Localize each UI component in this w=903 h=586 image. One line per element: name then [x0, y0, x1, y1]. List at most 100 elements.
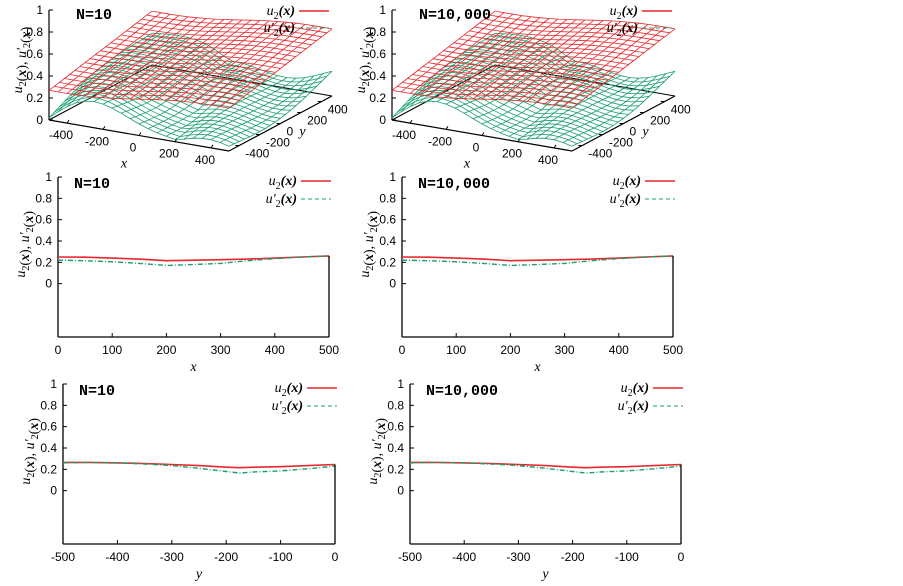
z-tick-label: 0 [379, 113, 386, 127]
x-axis-title: x [120, 157, 128, 172]
y-axis-label-part: 2 [18, 81, 29, 86]
y-tick-label: 0.2 [387, 462, 404, 476]
surface-u2-gridline [571, 28, 676, 109]
y-axis-label-part: x [19, 31, 34, 39]
surface-u2-prime-gridline [201, 77, 306, 139]
y-axis-label-part: x [27, 423, 42, 431]
y-axis-label-part: ) [27, 418, 42, 423]
y-axis-label-part: u' [18, 231, 33, 242]
y-axis-label-part: x [15, 70, 30, 78]
y-axis-label-part: ( [15, 76, 30, 81]
n-annotation: N=10,000 [426, 383, 498, 400]
x-tick-label: 200 [159, 147, 179, 161]
y-axis-label-part: 2 [361, 81, 372, 86]
surface-u2-prime-gridline [136, 42, 317, 91]
y-tick-label: 1 [50, 377, 57, 391]
surface-u2-prime-gridline [453, 58, 634, 111]
y-axis-label-part: u [354, 86, 369, 93]
x-tick-label: -400 [452, 550, 476, 564]
x-axis-title: x [533, 360, 541, 375]
series-line-u2 [401, 255, 674, 262]
x-tick [66, 119, 70, 124]
legend-u2-label: u2(x) [610, 4, 638, 22]
legend-u2-prime-label-end: (x) [625, 192, 641, 207]
legend-u2-label: u2(x) [267, 4, 295, 22]
y-axis-label-part: 2 [365, 266, 376, 271]
y-axis-label-part: x [22, 216, 37, 224]
legend-u2-prime-label-main: u' [610, 192, 621, 207]
legend-u2-prime-label-sub: 2 [620, 199, 625, 210]
y-axis-label: u2(x), u'2(x) [358, 211, 381, 278]
y-axis-label: u2(x), u'2(x) [354, 26, 377, 93]
y-axis-label-part: ( [22, 222, 37, 227]
surface-u2-gridline [562, 26, 667, 107]
surface-u2-prime-gridline [535, 77, 640, 139]
surface-u2-gridline [105, 46, 286, 65]
y-tick-label: 0 [50, 484, 57, 498]
x-tick-label: 500 [663, 343, 683, 357]
y-axis-label-part: ( [358, 76, 373, 81]
surface-u2-gridline [490, 19, 595, 100]
y-tick-label: 0.4 [40, 441, 57, 455]
y-axis-label-part: x [366, 216, 381, 224]
y-axis-label-part: ), [18, 242, 33, 254]
n-annotation: N=10 [79, 383, 115, 400]
legend-u2-prime-label-sub: 2 [282, 406, 287, 417]
series-line-u2-prime [409, 461, 682, 474]
legend-u2-label-main: u [621, 381, 628, 396]
legend-u2-prime-label-sub: 2 [617, 28, 622, 39]
x-tick-label: 400 [195, 153, 215, 167]
surface-u2-gridline [228, 28, 333, 109]
surface-u2-gridline [115, 38, 296, 57]
legend-u2-prime-label-main: u' [618, 399, 629, 414]
y-axis-label-part: 2 [369, 227, 380, 232]
y-axis-label-part: ) [366, 211, 381, 216]
y-axis-label-part: ) [22, 211, 37, 216]
y-tick-label: 0 [630, 125, 637, 139]
y-axis-label-part: u' [358, 47, 373, 58]
x-tick-label: 300 [211, 343, 231, 357]
y-axis-label-part: u' [362, 231, 377, 242]
x-tick-label: -100 [615, 550, 639, 564]
x-tick-label: -400 [49, 128, 73, 142]
surface-u2-gridline [479, 22, 660, 42]
x-tick [138, 132, 142, 136]
n-annotation: N=10,000 [418, 176, 490, 193]
surface-u2-gridline [151, 10, 333, 30]
surface-u2-gridline [192, 22, 297, 103]
plot-py-n10: 00.20.40.60.81-500 -400 -300 -200 -100 0yu2(x… [19, 377, 339, 582]
x-tick-label: -400 [392, 128, 416, 142]
y-axis-label-part: ), [362, 242, 377, 254]
x-tick-label: 300 [555, 343, 575, 357]
x-tick [409, 119, 413, 124]
y-axis-label-part: 2 [377, 434, 388, 439]
legend-u2-label: u2(x) [275, 381, 303, 399]
back-edge [151, 64, 333, 97]
surface-u2-prime-gridline [489, 36, 671, 83]
y-axis-title: y [297, 125, 306, 140]
y-tick-label: 400 [671, 103, 691, 117]
y-axis-label-part: ), [15, 58, 30, 70]
y-axis-label-part: ( [370, 468, 385, 473]
y-tick-label: 0.2 [35, 255, 52, 269]
x-axis-title: x [463, 157, 471, 172]
n-annotation: N=10 [76, 7, 112, 24]
legend-u2-label: u2(x) [613, 174, 641, 192]
y-axis-label-part: ( [18, 261, 33, 266]
y-tick-label: 0.2 [40, 462, 57, 476]
z-tick-label: 1 [36, 3, 43, 17]
legend-u2-label-main: u [269, 174, 276, 189]
y-tick-label: 0.4 [35, 234, 52, 248]
x-tick-label: 0 [473, 141, 480, 155]
y-axis-label-part: x [370, 461, 385, 469]
legend-u2-prime-label: u'2(x) [618, 399, 649, 417]
surface-u2-gridline [489, 14, 670, 34]
n-annotation: N=10,000 [419, 7, 491, 24]
surface-u2-gridline [544, 24, 649, 104]
surface-u2-gridline [494, 10, 676, 30]
y-tick-label: 0.6 [40, 420, 57, 434]
plot-py-n10000: 00.20.40.60.81-500 -400 -300 -200 -100 0yu2(x… [366, 377, 685, 582]
z-tick-label: 0.8 [26, 25, 43, 39]
